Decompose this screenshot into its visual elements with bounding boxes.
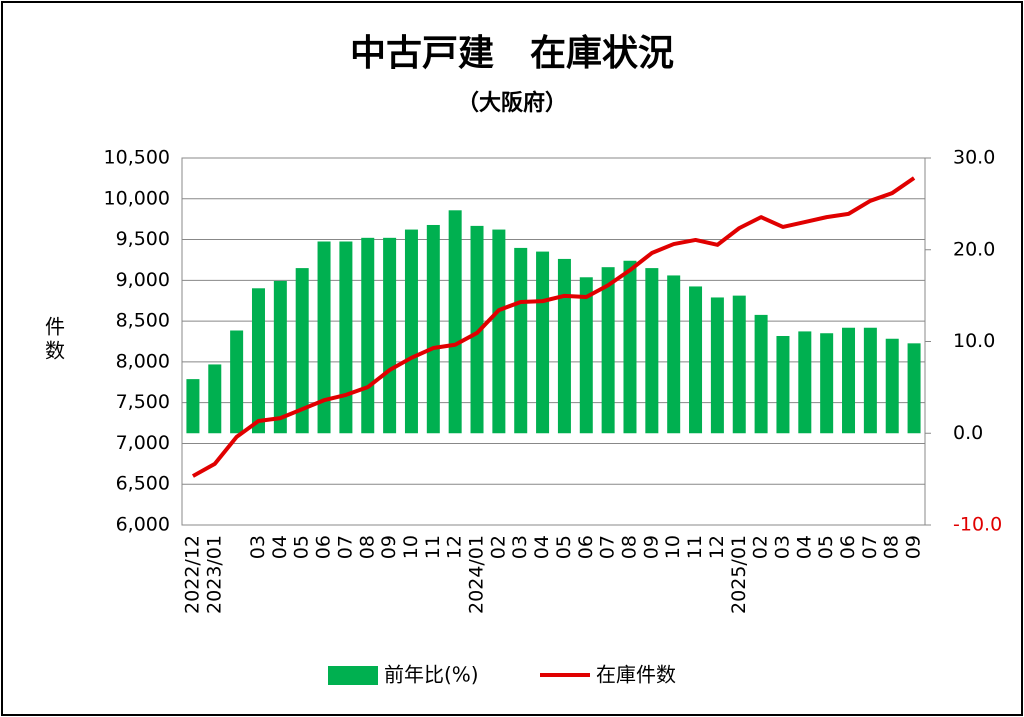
bar	[251, 288, 265, 434]
x-tick-label: 12	[444, 535, 466, 559]
bar	[514, 247, 528, 434]
bar	[470, 225, 484, 434]
bar	[842, 327, 856, 434]
y-tick-label: 8,500	[116, 310, 170, 332]
legend-swatch	[328, 666, 378, 685]
bar	[186, 379, 200, 434]
x-tick-label: 08	[356, 535, 378, 559]
legend-label: 前年比(%)	[384, 663, 479, 687]
bar	[623, 260, 637, 434]
bar	[579, 277, 593, 434]
y-tick-label: 9,000	[116, 269, 170, 291]
bar	[754, 314, 768, 434]
y2-tick-label: 20.0	[953, 238, 995, 260]
x-tick-label: 12	[706, 535, 728, 559]
x-tick-label: 06	[837, 535, 859, 559]
bar	[536, 251, 550, 434]
bar	[426, 224, 440, 434]
bar	[208, 364, 222, 434]
bar	[339, 241, 353, 434]
x-tick-label: 05	[553, 535, 575, 559]
x-tick-label: 07	[597, 535, 619, 559]
bar	[710, 297, 724, 434]
x-tick-label: 07	[334, 535, 356, 559]
x-tick-label: 03	[247, 535, 269, 559]
chart-title: 中古戸建 在庫状況	[350, 33, 674, 74]
x-tick-label: 11	[422, 535, 444, 559]
y-tick-label: 10,500	[104, 147, 170, 169]
x-tick-label: 09	[378, 535, 400, 559]
x-tick-label: 09	[903, 535, 925, 559]
x-tick-label: 05	[815, 535, 837, 559]
x-tick-label: 2023/01	[203, 535, 225, 614]
y-tick-label: 6,500	[116, 473, 170, 495]
y-axis-label: 件数	[42, 316, 66, 364]
bar	[732, 295, 746, 434]
bar	[273, 280, 287, 434]
y2-tick-label: 10.0	[953, 330, 995, 352]
y2-tick-label: 30.0	[953, 147, 995, 169]
x-tick-label: 02	[750, 535, 772, 559]
bar	[295, 268, 309, 434]
line	[191, 176, 916, 478]
plot-border	[181, 157, 926, 526]
x-tick-label: 06	[575, 535, 597, 559]
bar	[689, 286, 703, 434]
x-tick-label: 10	[662, 535, 684, 559]
x-tick-label: 10	[400, 535, 422, 559]
bar	[863, 327, 877, 434]
bar	[885, 338, 899, 434]
x-tick-label: 07	[859, 535, 881, 559]
x-tick-label: 03	[509, 535, 531, 559]
bar	[601, 267, 615, 434]
bar	[383, 237, 397, 434]
bar	[557, 258, 571, 434]
x-tick-label: 04	[531, 535, 553, 559]
y-tick-label: 10,000	[104, 187, 170, 209]
x-tick-label: 04	[269, 535, 291, 559]
y-tick-label: 7,000	[116, 432, 170, 454]
x-tick-label: 2024/01	[466, 535, 488, 614]
bar	[645, 268, 659, 434]
chart-subtitle: （大阪府）	[457, 90, 567, 116]
x-tick-label: 08	[881, 535, 903, 559]
x-tick-label: 11	[684, 535, 706, 559]
bar	[798, 331, 812, 434]
bar	[492, 229, 506, 434]
y-tick-label: 7,500	[116, 391, 170, 413]
bar	[776, 335, 790, 434]
y-tick-label: 8,000	[116, 350, 170, 372]
y-tick-label: 6,000	[116, 514, 170, 536]
x-tick-label: 2022/12	[181, 535, 203, 614]
x-tick-label: 09	[640, 535, 662, 559]
legend-label: 在庫件数	[596, 663, 676, 687]
bar	[404, 229, 418, 434]
bar	[820, 333, 834, 434]
x-tick-label: 04	[793, 535, 815, 559]
x-tick-label: 03	[771, 535, 793, 559]
x-tick-label: 02	[487, 535, 509, 559]
bar	[448, 210, 462, 434]
bar	[230, 330, 244, 434]
x-tick-label: 2025/01	[728, 535, 750, 614]
bar	[361, 237, 375, 434]
bar	[667, 275, 681, 434]
x-tick-label: 05	[291, 535, 313, 559]
y2-tick-label: 0.0	[953, 422, 983, 444]
bar	[907, 343, 921, 434]
x-tick-label: 06	[313, 535, 335, 559]
bar	[317, 241, 331, 434]
y2-tick-label: -10.0	[953, 514, 1002, 536]
y-tick-label: 9,500	[116, 228, 170, 250]
x-tick-label: 08	[618, 535, 640, 559]
